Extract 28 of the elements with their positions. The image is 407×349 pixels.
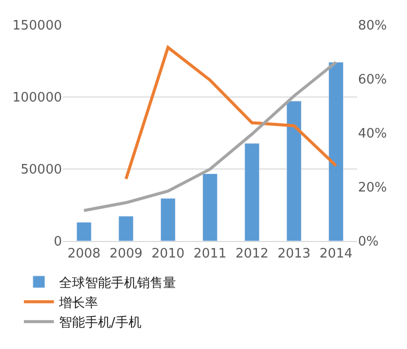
x-tick-label: 2009 [109, 246, 143, 262]
bar [76, 222, 92, 241]
x-tick-label: 2013 [277, 246, 311, 262]
y-tick-label: 0 [54, 234, 62, 250]
y-tick-label: 100000 [12, 90, 62, 106]
y2-tick-label: 0% [358, 234, 379, 250]
y2-tick-label: 40% [358, 126, 387, 142]
legend-label: 全球智能手机销售量 [58, 276, 176, 291]
bar [202, 174, 218, 241]
x-tick-label: 2008 [67, 246, 101, 262]
bar [328, 62, 344, 241]
y2-tick-label: 80% [358, 18, 387, 34]
x-tick-label: 2010 [151, 246, 185, 262]
x-tick-label: 2011 [193, 246, 227, 262]
bar [160, 198, 176, 241]
x-tick-label: 2012 [235, 246, 269, 262]
line-series [82, 60, 338, 212]
line-series [124, 46, 338, 180]
y2-tick-label: 60% [358, 72, 387, 88]
bar [244, 143, 260, 241]
bar [118, 216, 134, 241]
y-tick-label: 150000 [12, 18, 62, 34]
legend-label: 智能手机/手机 [58, 316, 142, 331]
bar [286, 100, 302, 241]
y-tick-label: 50000 [20, 162, 62, 178]
x-tick-label: 2014 [319, 246, 353, 262]
y2-tick-label: 20% [358, 180, 387, 196]
legend-label: 增长率 [58, 294, 98, 311]
